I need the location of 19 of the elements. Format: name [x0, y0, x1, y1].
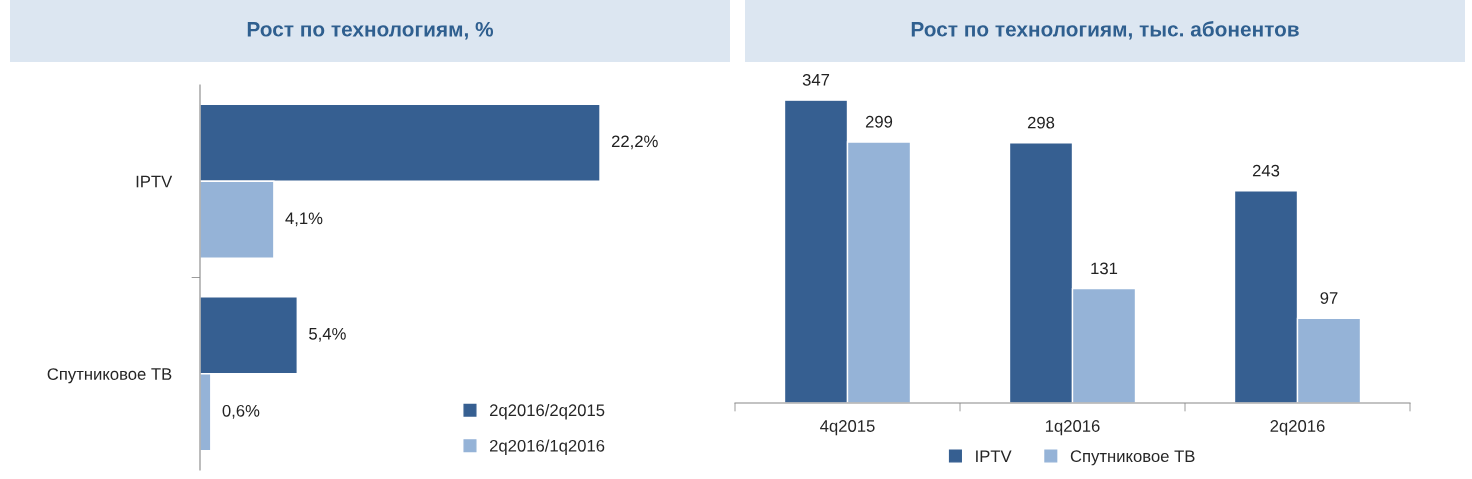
data-label: 0,6% — [222, 404, 260, 419]
data-label: 298 — [1027, 116, 1055, 129]
chart-title: Рост по технологиям, тыс. абонентов — [911, 21, 1299, 40]
data-label: 243 — [1252, 164, 1280, 177]
data-label: 131 — [1091, 262, 1118, 275]
legend-label: 2q2016/1q2016 — [489, 439, 605, 455]
data-label: 4,1% — [285, 212, 323, 227]
legend-label: IPTV — [976, 450, 1012, 462]
x-tick-label: 1q2016 — [1045, 420, 1100, 436]
data-label: 299 — [865, 115, 893, 128]
legend-label: Спутниковое ТВ — [1070, 450, 1195, 466]
data-label: 5,4% — [309, 327, 346, 342]
data-label: 347 — [802, 73, 830, 86]
x-tick-label: 4q2015 — [820, 420, 875, 436]
data-label: 97 — [1320, 292, 1338, 304]
x-tick-label: 2q2016 — [1270, 420, 1325, 436]
legend-label: 2q2016/2q2015 — [489, 403, 605, 420]
data-label: 22,2% — [611, 135, 658, 150]
chart-title: Рост по технологиям, % — [247, 21, 494, 40]
